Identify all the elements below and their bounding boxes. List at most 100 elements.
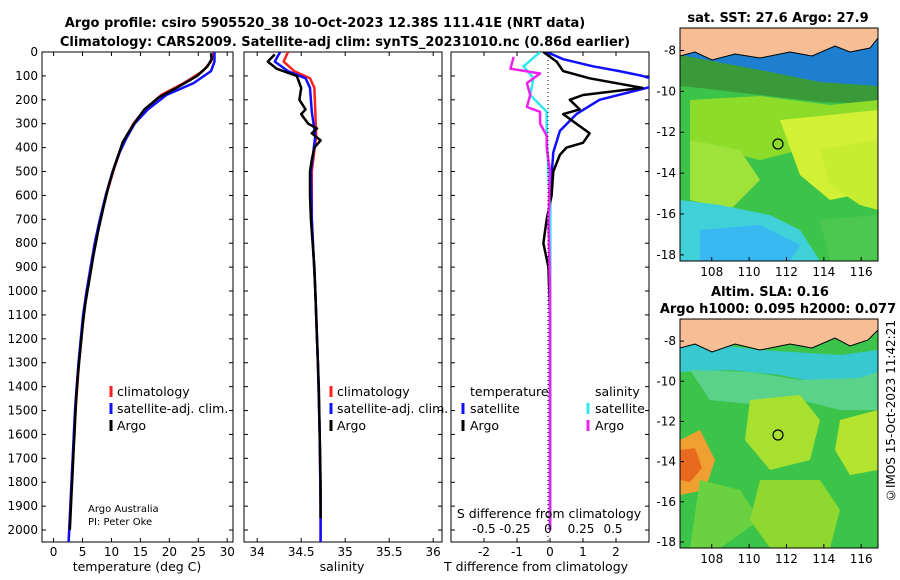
sst-patch [690,140,760,210]
x-tick-label: 30 [220,545,235,559]
sla-map-frame [679,318,879,549]
longitude-tick-label: 112 [775,265,798,279]
salinity-legend: climatology satellite-adj. clim. Argo [329,384,448,433]
sst-nearshore-band [680,55,878,104]
sst-map-title: sat. SST: 27.6 Argo: 27.9 [687,11,868,26]
depth-tick-label: 500 [15,165,38,179]
x-tick-label: 5 [79,545,87,559]
legend-label-climatology: climatology [337,384,410,399]
legend-label-t-satellite: satellite [470,401,520,416]
longitude-tick-label: 112 [775,552,798,566]
series-line-argo [266,53,322,519]
sla-map [680,319,878,548]
depth-tick-label: 1200 [7,332,38,346]
depth-tick-label: 1900 [7,499,38,513]
latitude-tick-label: -14 [656,455,676,469]
sla-low-band [680,340,878,390]
credit-institution: Argo Australia [88,504,159,515]
x-tick-label: 20 [162,545,177,559]
x-tick-label: 2 [612,545,620,559]
sst-warm-patch [820,140,878,210]
sst-patch [820,215,878,261]
sla-high-patch [835,410,878,475]
longitude-tick-label: 116 [850,265,873,279]
sla-land-coast [680,319,878,353]
depth-tick-label: 0 [30,45,38,59]
sla-map-title: Altim. SLA: 0.16 [711,285,829,300]
sla-argo-marker [772,429,784,441]
difference-panel: -2 -1 0 1 2 [451,51,649,559]
s-diff-tick-label: 0.5 [603,522,622,536]
depth-tick-label: 600 [15,188,38,202]
t-difference-axis-label: T difference from climatology [443,559,629,574]
latitude-tick-label: -14 [656,166,676,180]
depth-tick-label: 1400 [7,380,38,394]
legend-title-temperature: temperature [470,384,549,399]
s-diff-tick-label: 0.25 [568,522,595,536]
salinity-axis-label: salinity [320,559,365,574]
sla-peak-core [680,448,702,482]
credit-pi: PI: Peter Oke [88,517,152,528]
sla-patch [750,480,840,548]
longitude-tick-label: 110 [738,552,761,566]
sst-map-frame [679,27,879,262]
s-diff-tick-label: -0.25 [499,522,530,536]
s-diff-tick-label: 0 [544,522,552,536]
x-tick-label: -1 [511,545,523,559]
temperature-panel: 0100200300400500600700800900100011001200… [7,45,234,559]
latitude-tick-label: -18 [656,535,676,549]
series-line-satellite-adj-clim- [67,52,216,542]
legend-label-argo: Argo [337,418,366,433]
depth-tick-label: 700 [15,212,38,226]
s-diff-tick-label: -0.5 [472,522,495,536]
legend-label-s-satellite: satellite [595,401,645,416]
series-line-t-argo [542,52,644,530]
legend-label-climatology: climatology [117,384,190,399]
sst-cool-patch [700,225,800,261]
sst-map-ticks: 108 110 112 114 116 -8 -10 -12 -14 -16 -18 [656,43,872,279]
longitude-tick-label: 114 [812,552,835,566]
x-tick-label: 34.5 [288,545,315,559]
series-line-s-argo [509,56,552,530]
latitude-tick-label: -10 [656,84,676,98]
longitude-tick-label: 108 [700,552,723,566]
depth-tick-label: 1600 [7,427,38,441]
legend-label-t-argo: Argo [470,418,499,433]
longitude-tick-label: 116 [850,552,873,566]
latitude-tick-label: -8 [664,43,676,57]
series-group [509,52,649,530]
latitude-tick-label: -18 [656,248,676,262]
latitude-tick-label: -12 [656,414,676,428]
x-tick-label: 34 [250,545,265,559]
series-line-s-satellite [522,52,552,530]
series-line-climatology [67,52,216,542]
salinity-panel: 34 34.5 35 35.5 36 [244,51,442,559]
depth-tick-label: 1000 [7,284,38,298]
depth-tick-label: 1300 [7,356,38,370]
x-tick-label: 10 [104,545,119,559]
sla-band [690,370,878,410]
x-tick-label: 35 [338,545,353,559]
sla-patch [690,480,760,548]
depth-tick-label: 400 [15,141,38,155]
latitude-tick-label: -16 [656,495,676,509]
longitude-tick-label: 108 [700,265,723,279]
sst-land-coast [680,28,878,61]
temperature-panel-frame [41,51,234,543]
depth-tick-label: 100 [15,69,38,83]
x-tick-label: 25 [191,545,206,559]
x-tick-label: 35.5 [376,545,403,559]
difference-legend: temperature satellite Argo salinity sate… [461,384,645,433]
sla-map-subtitle: Argo h1000: 0.095 h2000: 0.077 [660,302,896,317]
legend-label-satellite: satellite-adj. clim. [337,401,448,416]
x-tick-label: 15 [133,545,148,559]
s-difference-axis-label: S difference from climatology [457,506,642,521]
depth-tick-label: 300 [15,117,38,131]
series-group [266,52,322,542]
x-tick-label: 1 [579,545,587,559]
legend-title-salinity: salinity [595,384,640,399]
sst-map [680,28,878,261]
latitude-tick-label: -16 [656,207,676,221]
series-line-argo [68,53,213,531]
